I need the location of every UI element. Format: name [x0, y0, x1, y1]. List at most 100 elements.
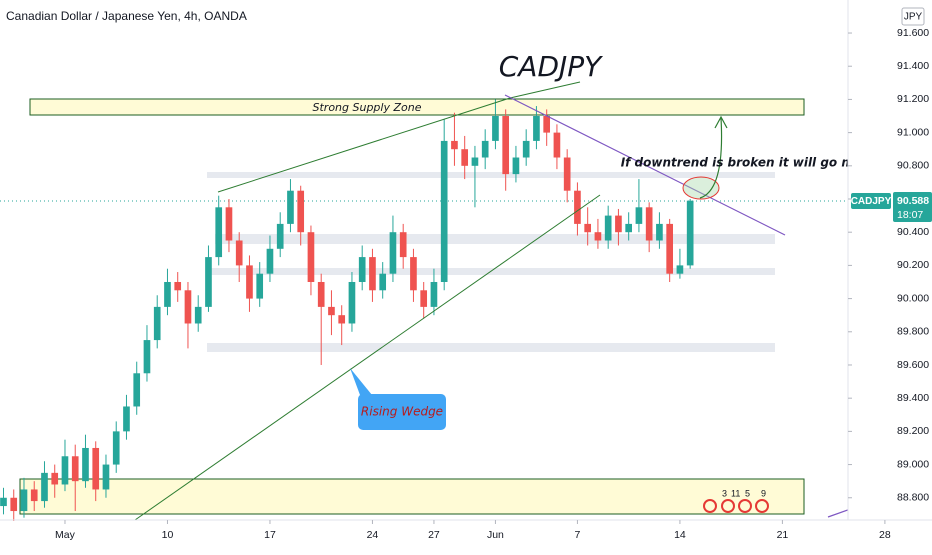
candle-body [451, 140, 458, 150]
wedge-label: Rising Wedge [361, 405, 443, 419]
candle-body [604, 215, 612, 241]
candle-body [461, 149, 469, 166]
downtrend-line [504, 94, 786, 236]
wedge-upper [217, 97, 511, 193]
breakout-circle [682, 176, 720, 200]
callout [358, 394, 446, 430]
candle-body [533, 116, 540, 141]
y-tick-label: 89.800 [897, 326, 929, 338]
y-tick-label: 90.000 [897, 292, 929, 304]
candle-body [123, 406, 130, 432]
y-tick-label: 91.400 [897, 60, 929, 72]
candle-body [512, 157, 520, 175]
event-icon [755, 499, 769, 513]
wedge-lower [134, 194, 601, 521]
currency-box[interactable] [901, 7, 925, 26]
x-tick-label: 28 [879, 529, 891, 541]
candle-body [440, 140, 448, 282]
candles [0, 99, 694, 521]
candle-body [41, 472, 48, 502]
candle-body [492, 116, 499, 141]
chart-title: Canadian Dollar / Japanese Yen, 4h, OAND… [6, 9, 247, 23]
x-tick-label: 10 [162, 529, 174, 541]
x-tick-label: 21 [777, 529, 789, 541]
candle-body [164, 281, 171, 307]
event-label: 5 [745, 488, 750, 498]
candle-body [656, 223, 663, 241]
currency[interactable]: JPY [904, 12, 923, 23]
candle-body [379, 273, 387, 291]
candle-body [635, 207, 643, 224]
y-tick-label: 91.200 [897, 93, 929, 105]
wedge-upper-ext [509, 81, 581, 99]
y-tick-label: 91.600 [897, 27, 929, 39]
x-axis: May 10 17 24 27 Jun 7 14 21 28 [55, 520, 891, 541]
symbol-tag [851, 193, 891, 209]
candle-body [645, 207, 653, 241]
candle-body [522, 140, 530, 158]
candle-body [266, 248, 274, 274]
candle-body [174, 281, 182, 291]
trend-lines [134, 81, 932, 521]
candle-body [676, 265, 684, 274]
candle-body [328, 306, 335, 316]
candle-body [389, 232, 397, 274]
y-tick-label: 90.200 [897, 259, 929, 271]
y-tick-label: 91.000 [897, 126, 929, 138]
candle-body [502, 116, 510, 175]
symbol-label: CADJPY [851, 196, 892, 207]
candle-body [61, 456, 69, 485]
y-tick-label: 89.000 [897, 458, 929, 470]
price-tag [893, 192, 932, 222]
y-tick-label: 88.800 [897, 492, 929, 504]
candle-body [369, 257, 376, 291]
candle-body [594, 232, 602, 241]
callout-pointer [350, 368, 372, 395]
demand-zone [19, 478, 805, 515]
event-label: 11 [731, 488, 740, 498]
candle-body [102, 464, 110, 490]
candle-body [30, 489, 38, 502]
event-icon [738, 499, 752, 513]
note: If downtrend is broken it will go more b… [621, 156, 907, 170]
candle-body [20, 489, 28, 512]
candle-body [666, 223, 673, 274]
candle-body [420, 290, 428, 307]
grey-zone [207, 343, 775, 352]
last-price: 90.588 [897, 195, 929, 207]
candle-body [71, 456, 79, 482]
countdown: 18:07 [897, 209, 923, 221]
candle-body [553, 132, 561, 158]
candle-body [307, 232, 315, 282]
candle-body [82, 447, 89, 482]
grey-zone [207, 172, 775, 178]
candle-body [615, 215, 622, 233]
candle-body [194, 306, 202, 324]
candle-body [297, 190, 305, 233]
candle-body [625, 223, 633, 233]
candle-body [276, 223, 284, 249]
candle-body [543, 116, 551, 133]
x-tick-label: 27 [428, 529, 440, 541]
x-tick-label: 24 [367, 529, 379, 541]
candle-body [471, 157, 479, 166]
grey-zone [215, 234, 775, 244]
candle-body [51, 472, 59, 485]
candle-body [348, 281, 356, 324]
candle-body [584, 223, 592, 233]
candle-body [225, 207, 233, 241]
candle-body [0, 497, 7, 507]
candle-body [338, 315, 346, 324]
candle-body [184, 290, 192, 324]
event-icon [703, 499, 717, 513]
drawings [0, 98, 848, 515]
x-tick-label: 17 [264, 529, 276, 541]
price-axis [848, 0, 932, 550]
x-tick-label: 7 [575, 529, 581, 541]
candle-body [563, 157, 571, 191]
candle-body [430, 281, 438, 307]
candle-body [317, 281, 325, 307]
candle-body [256, 273, 264, 299]
candle-body [92, 447, 100, 490]
